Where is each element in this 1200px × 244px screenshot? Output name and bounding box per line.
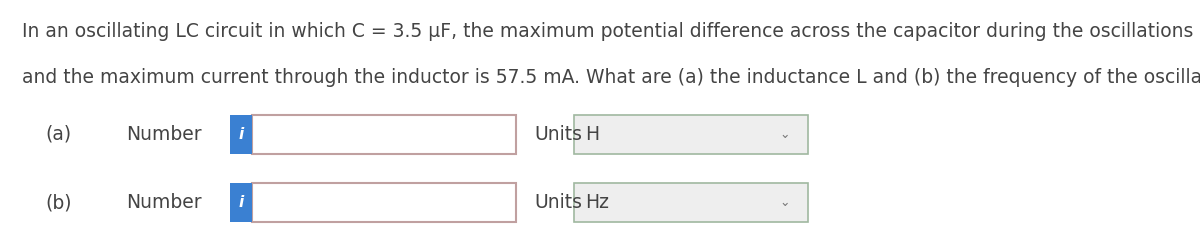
FancyBboxPatch shape [252,183,516,222]
Text: Number: Number [126,125,202,144]
Text: ⌄: ⌄ [779,196,790,209]
FancyBboxPatch shape [252,115,516,154]
Text: ⌄: ⌄ [779,128,790,141]
FancyBboxPatch shape [230,183,252,222]
Text: Units: Units [534,125,582,144]
Text: H: H [586,125,600,144]
Text: (a): (a) [46,125,72,144]
FancyBboxPatch shape [230,115,252,154]
Text: Number: Number [126,193,202,212]
Text: i: i [239,195,244,210]
Text: (b): (b) [46,193,72,212]
Text: Hz: Hz [586,193,610,212]
Text: and the maximum current through the inductor is 57.5 mA. What are (a) the induct: and the maximum current through the indu… [22,68,1200,87]
Text: In an oscillating LC circuit in which C = 3.5 μF, the maximum potential differen: In an oscillating LC circuit in which C … [22,22,1200,41]
FancyBboxPatch shape [574,183,808,222]
Text: i: i [239,127,244,142]
Text: Units: Units [534,193,582,212]
FancyBboxPatch shape [574,115,808,154]
